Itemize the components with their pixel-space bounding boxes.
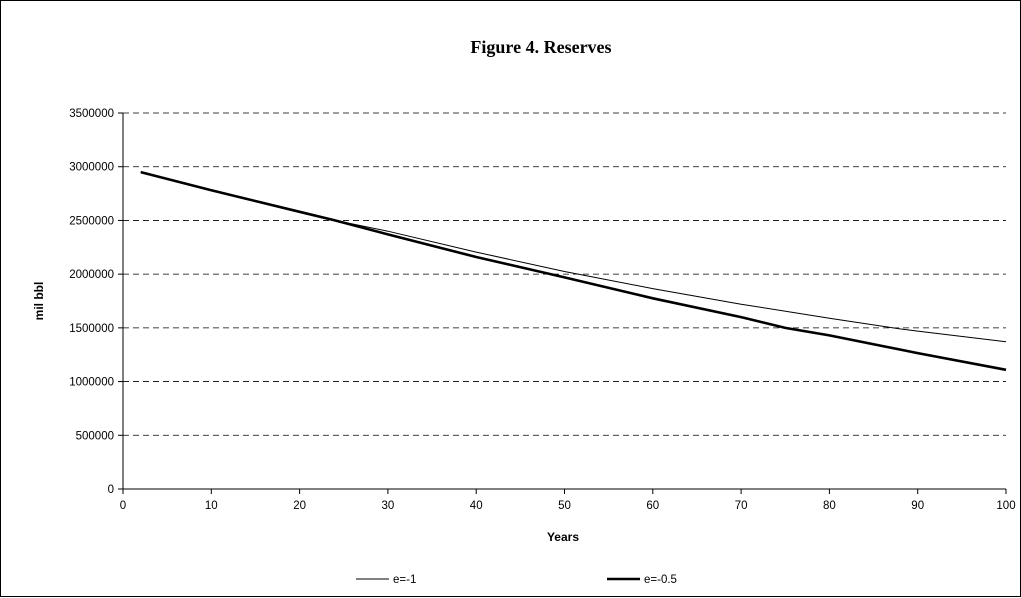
chart-title: Figure 4. Reserves — [470, 37, 611, 57]
legend: e=-1 e=-0.5 — [356, 574, 677, 586]
y-tick-label: 500000 — [76, 430, 114, 442]
x-tick-label: 60 — [646, 500, 659, 512]
y-axis-ticks: 0 500000 1000000 1500000 2000000 2500000 30000… — [69, 108, 123, 496]
y-tick-label: 1500000 — [69, 323, 114, 335]
x-axis-label: Years — [547, 530, 579, 544]
x-tick-label: 80 — [823, 500, 836, 512]
y-axis-label: mil bbl — [32, 282, 46, 321]
x-tick-label: 0 — [120, 500, 126, 512]
series-line-2 — [140, 170, 1007, 372]
legend-label: e=-0.5 — [644, 574, 677, 586]
grid-lines — [123, 112, 1006, 436]
x-axis-ticks: 0 10 20 30 40 50 60 70 80 90 100 — [120, 489, 1016, 512]
series-lines — [140, 170, 1007, 372]
x-tick-label: 70 — [735, 500, 748, 512]
y-tick-label: 3500000 — [69, 108, 114, 120]
x-tick-label: 30 — [382, 500, 395, 512]
series-line-1 — [140, 171, 1007, 343]
x-tick-label: 50 — [558, 500, 571, 512]
y-tick-label: 2500000 — [69, 215, 114, 227]
y-tick-label: 0 — [108, 484, 114, 496]
legend-label: e=-1 — [393, 574, 416, 586]
x-tick-label: 100 — [996, 500, 1015, 512]
x-tick-label: 20 — [293, 500, 306, 512]
y-tick-label: 2000000 — [69, 269, 114, 281]
x-tick-label: 10 — [205, 500, 218, 512]
x-tick-label: 40 — [470, 500, 483, 512]
axes — [122, 113, 1006, 490]
y-tick-label: 3000000 — [69, 162, 114, 174]
x-tick-label: 90 — [911, 500, 924, 512]
y-tick-label: 1000000 — [69, 377, 114, 389]
